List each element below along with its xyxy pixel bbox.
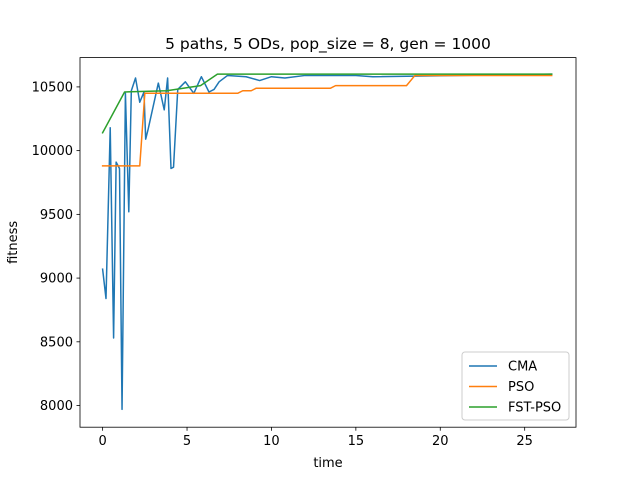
x-tick-label: 20 (432, 434, 449, 449)
x-tick-label: 5 (183, 434, 191, 449)
y-axis-ticks: 8000 8500 9000 9500 10000 10500 (32, 80, 80, 414)
y-tick-label: 10000 (32, 144, 73, 159)
plot-area-frame (79, 57, 577, 428)
x-tick-label: 0 (98, 434, 106, 449)
series-line-pso (101, 74, 553, 167)
x-tick-label: 25 (516, 434, 533, 449)
legend-label-fst-pso: FST-PSO (508, 401, 561, 416)
y-tick-label: 10500 (32, 80, 73, 95)
y-axis-label: fitness (6, 221, 21, 264)
x-tick-label: 15 (348, 434, 365, 449)
chart-title: 5 paths, 5 ODs, pop_size = 8, gen = 1000 (165, 35, 491, 54)
series-line-cma (101, 73, 553, 411)
legend: CMA PSO FST-PSO (461, 351, 570, 421)
y-tick-label: 8000 (40, 399, 73, 414)
x-axis-ticks: 0 5 10 15 20 25 (98, 427, 533, 449)
x-tick-label: 10 (263, 434, 280, 449)
y-tick-label: 9000 (40, 272, 73, 287)
y-tick-label: 8500 (40, 335, 73, 350)
legend-label-cma: CMA (508, 360, 537, 375)
legend-box (461, 351, 570, 421)
y-tick-label: 9500 (40, 208, 73, 223)
x-axis-label: time (313, 456, 342, 471)
legend-label-pso: PSO (508, 380, 534, 395)
series-layer (101, 73, 553, 411)
series-line-fst-pso (101, 73, 553, 134)
